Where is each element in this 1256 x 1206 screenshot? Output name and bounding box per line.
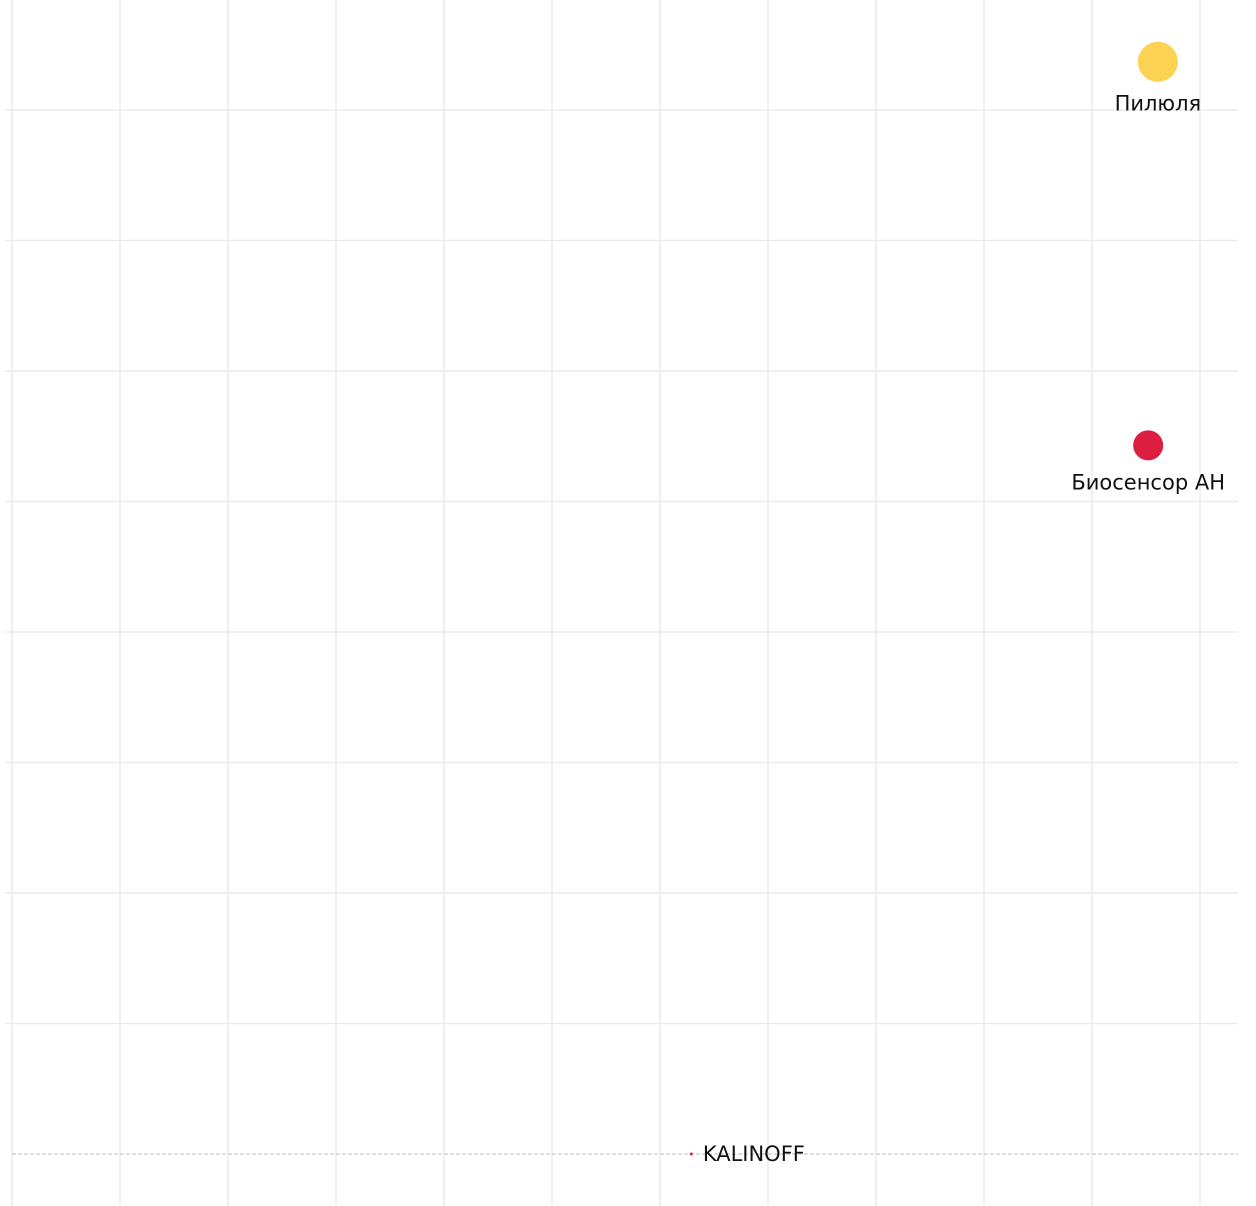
bubble [1137, 41, 1178, 82]
point-label: Биосенсор АН [1071, 470, 1225, 494]
point-label: KALINOFF [703, 1142, 805, 1166]
point-label: Пилюля [1115, 92, 1202, 116]
bubble [1133, 430, 1164, 461]
bubble [689, 1152, 693, 1156]
